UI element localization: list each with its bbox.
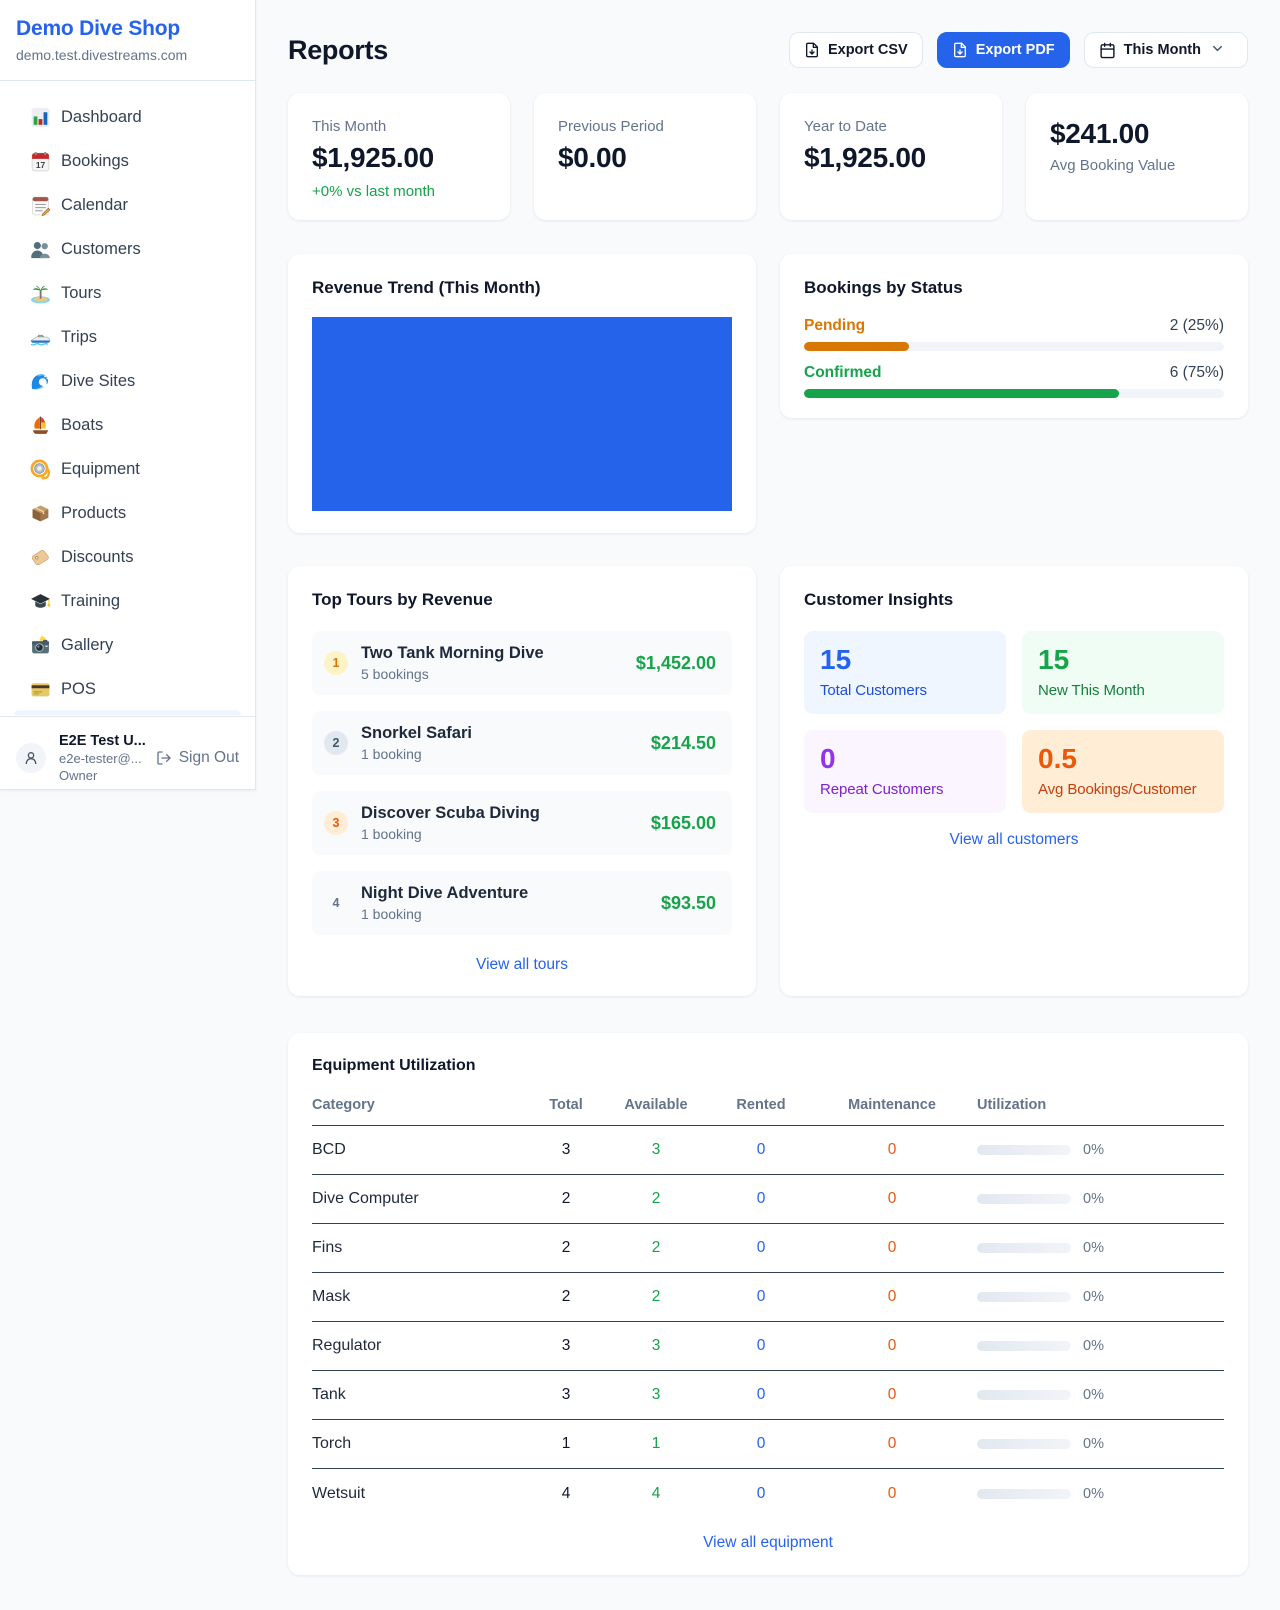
svg-text:17: 17 (36, 159, 46, 169)
